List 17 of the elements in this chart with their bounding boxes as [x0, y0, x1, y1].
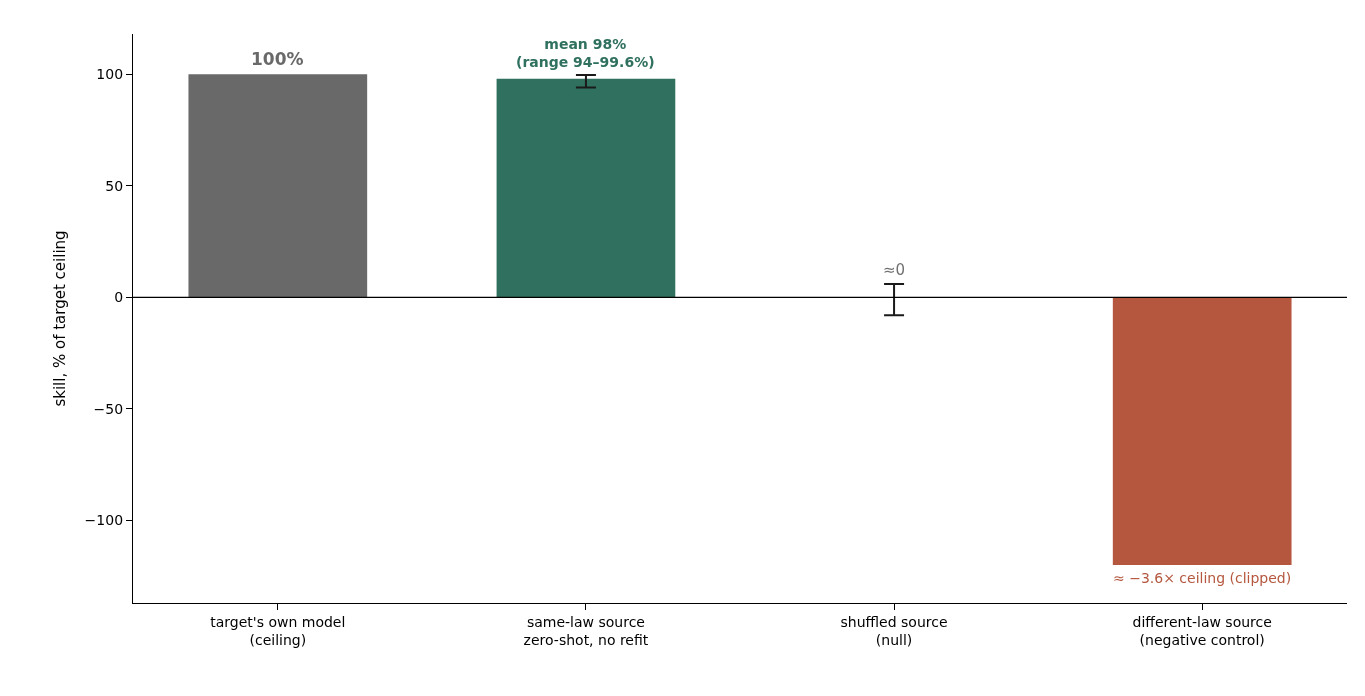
- x-tick-label: target's own model (ceiling): [210, 613, 346, 649]
- y-tick-label: 0: [114, 289, 124, 306]
- bar: [1112, 297, 1292, 566]
- annotation: 100%: [251, 49, 304, 69]
- y-tick-label: 50: [105, 177, 124, 194]
- y-tick-label: −100: [84, 512, 124, 529]
- y-axis-title: skill, % of target ceiling: [50, 230, 69, 407]
- y-tick-label: 100: [96, 66, 124, 83]
- annotation: ≈0: [883, 261, 906, 279]
- x-tick-label: different-law source (negative control): [1132, 613, 1272, 649]
- bar: [496, 78, 676, 298]
- annotation: mean 98% (range 94–99.6%): [516, 36, 655, 71]
- x-tick-label: shuffled source (null): [840, 613, 948, 649]
- annotation: ≈ −3.6× ceiling (clipped): [1113, 570, 1292, 586]
- bar: [188, 74, 368, 298]
- x-tick-label: same-law source zero-shot, no refit: [523, 613, 649, 649]
- y-tick-label: −50: [93, 400, 124, 417]
